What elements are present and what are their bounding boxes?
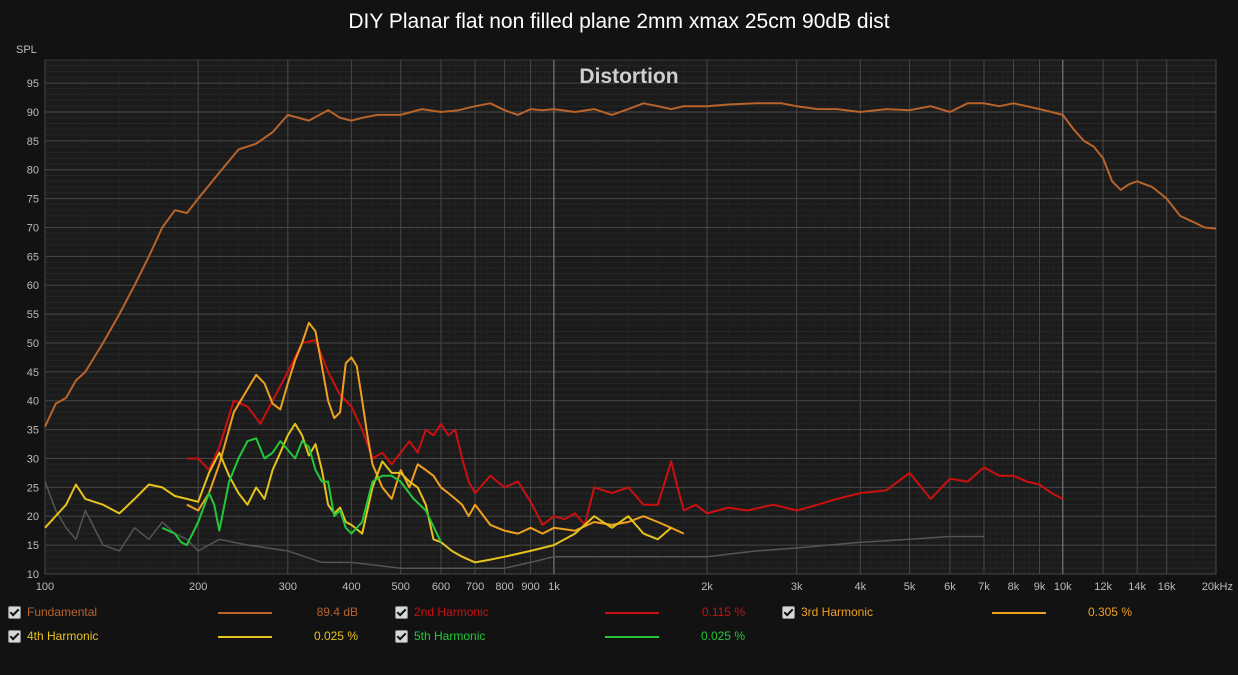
- legend-swatch-fundamental: [218, 612, 272, 614]
- series-lines: [44, 102, 1217, 569]
- x-tick-label: 5k: [904, 581, 916, 593]
- x-tick-label: 900: [521, 581, 539, 593]
- x-tick-label: 6k: [944, 581, 956, 593]
- x-tick-label: 100: [36, 581, 54, 593]
- legend-label-3rd-harmonic: 3rd Harmonic: [801, 605, 874, 619]
- y-tick-label: 65: [27, 251, 39, 263]
- x-tick-label: 16k: [1158, 581, 1176, 593]
- x-tick-label: 2k: [701, 581, 713, 593]
- y-tick-label: 85: [27, 136, 39, 148]
- x-tick-label: 14k: [1128, 581, 1146, 593]
- series-line-3rd-harmonic: [186, 321, 685, 535]
- legend-label-2nd-harmonic: 2nd Harmonic: [414, 605, 489, 619]
- y-tick-label: 10: [27, 569, 39, 581]
- series-line-4th-harmonic: [44, 422, 672, 564]
- y-axis-ticks: 10 15 20 25 30 35 40 45 50 55 60 65 70 75 80 85 90 95: [27, 78, 39, 581]
- legend-checkbox-4th-harmonic[interactable]: [8, 630, 21, 643]
- series-line-2nd-harmonic: [186, 339, 1064, 526]
- x-tick-label: 600: [432, 581, 450, 593]
- y-tick-label: 15: [27, 540, 39, 552]
- y-tick-label: 45: [27, 367, 39, 379]
- legend-checkbox-2nd-harmonic[interactable]: [395, 606, 408, 619]
- legend-checkbox-fundamental[interactable]: [8, 606, 21, 619]
- x-tick-label: 200: [189, 581, 207, 593]
- page-title: DIY Planar flat non filled plane 2mm xma…: [348, 10, 890, 33]
- legend-swatch-3rd-harmonic: [992, 612, 1046, 614]
- x-tick-label: 7k: [978, 581, 990, 593]
- legend-checkbox-3rd-harmonic[interactable]: [782, 606, 795, 619]
- legend-value-5th-harmonic: 0.025 %: [700, 629, 745, 643]
- y-tick-label: 60: [27, 280, 39, 292]
- plot-area: [44, 59, 1217, 575]
- y-tick-label: 25: [27, 482, 39, 494]
- x-tick-label: 700: [466, 581, 484, 593]
- y-tick-label: 20: [27, 511, 39, 523]
- x-tick-label: 8k: [1008, 581, 1020, 593]
- legend-checkbox-5th-harmonic[interactable]: [395, 630, 408, 643]
- x-tick-label: 300: [279, 581, 297, 593]
- legend-label-fundamental: Fundamental: [27, 605, 98, 619]
- legend-value-2nd-harmonic: 0.115 %: [701, 605, 745, 619]
- legend-label-4th-harmonic: 4th Harmonic: [27, 629, 99, 643]
- x-tick-label: 4k: [854, 581, 866, 593]
- legend-swatch-2nd-harmonic: [605, 612, 659, 614]
- chart-title: Distortion: [579, 65, 678, 88]
- x-tick-label: 3k: [791, 581, 803, 593]
- x-tick-label: 9k: [1034, 581, 1046, 593]
- x-axis-ticks: 100 200 300 400 500 600 700 800 900 1k 2k 3k 4k 5k 6k 7…: [36, 581, 1233, 593]
- y-tick-label: 90: [27, 107, 39, 119]
- y-tick-label: 95: [27, 78, 39, 90]
- x-tick-label: 12k: [1094, 581, 1112, 593]
- y-tick-label: 80: [27, 165, 39, 177]
- y-tick-label: 35: [27, 425, 39, 437]
- legend-value-4th-harmonic: 0.025 %: [313, 629, 358, 643]
- y-axis-label: SPL: [16, 44, 37, 56]
- legend-value-3rd-harmonic: 0.305 %: [1087, 605, 1132, 619]
- y-tick-label: 70: [27, 222, 39, 234]
- series-line-noise: [44, 481, 984, 569]
- series-line-fundamental: [44, 102, 1217, 428]
- grid-major: [44, 60, 1217, 575]
- x-tick-label: 400: [342, 581, 360, 593]
- y-tick-label: 50: [27, 338, 39, 350]
- x-tick-label: 500: [392, 581, 410, 593]
- x-tick-label: 800: [495, 581, 513, 593]
- legend-swatch-4th-harmonic: [218, 636, 272, 638]
- legend-swatch-5th-harmonic: [605, 636, 659, 638]
- x-tick-label: 20kHz: [1202, 581, 1233, 593]
- y-tick-label: 55: [27, 309, 39, 321]
- y-tick-label: 30: [27, 453, 39, 465]
- y-tick-label: 75: [27, 194, 39, 206]
- x-tick-label: 1k: [548, 581, 560, 593]
- y-tick-label: 40: [27, 396, 39, 408]
- legend-label-5th-harmonic: 5th Harmonic: [414, 629, 486, 643]
- series-line-5th-harmonic: [161, 437, 442, 547]
- x-tick-label: 10k: [1054, 581, 1072, 593]
- legend-value-fundamental: 89.4 dB: [316, 605, 358, 619]
